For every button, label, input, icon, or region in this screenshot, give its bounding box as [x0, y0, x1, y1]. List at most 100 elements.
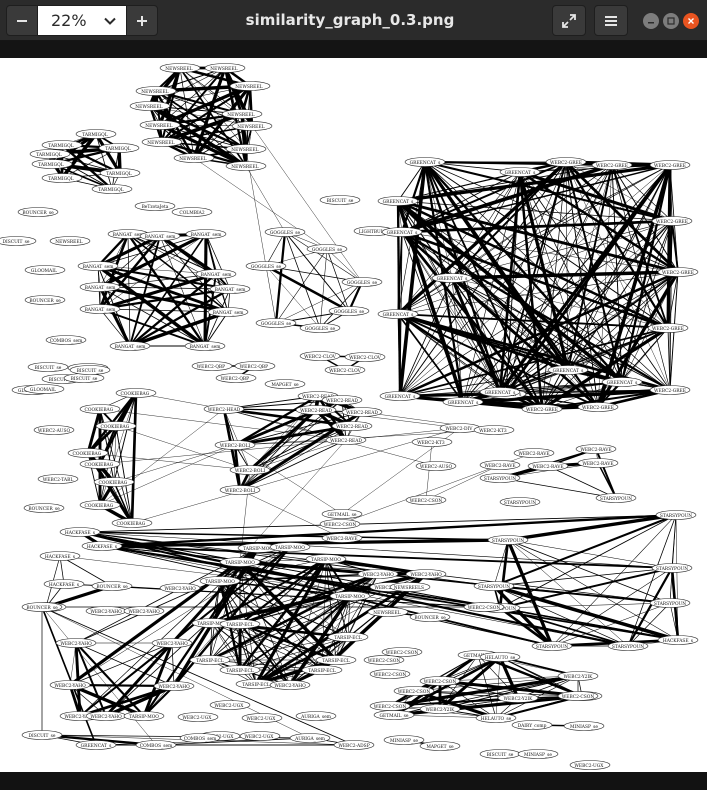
- graph-node: AURIGA_sem: [295, 711, 337, 721]
- graph-edge: [425, 441, 433, 501]
- graph-node-label: WEBC2-CSON: [424, 680, 457, 685]
- graph-edge: [493, 584, 679, 642]
- graph-node: COOKIEBAG_: [79, 459, 121, 469]
- graph-node-ellipse: [325, 435, 367, 445]
- graph-node-ellipse: [327, 632, 369, 642]
- graph-node: GOGGLES_se: [245, 261, 287, 271]
- graph-edge: [345, 427, 461, 441]
- graph-node-ellipse: [479, 652, 521, 662]
- graph-node-label: BeTzotaJeta: [142, 205, 169, 210]
- graph-node: HACKFASE_s: [43, 579, 85, 589]
- maximize-button[interactable]: [663, 13, 679, 29]
- graph-edge: [397, 200, 671, 391]
- graph-node-label: GOGGLES_se: [347, 281, 378, 286]
- graph-node: TARMIGQL_: [91, 184, 133, 194]
- graph-node-ellipse: [135, 740, 177, 750]
- graph-node-label: BISCUIT_se: [77, 369, 104, 374]
- graph-node-ellipse: [59, 527, 101, 537]
- graph-node: STARSYPOUN: [473, 581, 515, 591]
- graph-node-ellipse: [219, 665, 261, 675]
- graph-node-ellipse: [381, 227, 423, 237]
- graph-node-ellipse: [269, 680, 311, 690]
- graph-edge: [265, 231, 286, 267]
- graph-node: WEBC2-DIV_: [439, 423, 481, 433]
- graph-node-label: WEBC2-YAHO: [64, 715, 96, 720]
- graph-node: WEBC2-AUSO: [415, 461, 457, 471]
- graph-node: WEBC2-READ: [295, 405, 337, 415]
- graph-node-label: HACKFASE_s: [663, 639, 694, 644]
- graph-node-ellipse: [479, 460, 521, 470]
- graph-node-label: GREENCAT_s: [383, 313, 414, 318]
- fullscreen-button[interactable]: [552, 5, 586, 36]
- graph-node-label: WEBC2-BOLI: [235, 469, 265, 474]
- graph-node-label: NEWSREEL_: [231, 165, 261, 170]
- graph-node-ellipse: [229, 465, 271, 475]
- graph-node-ellipse: [591, 160, 633, 170]
- zoom-out-button[interactable]: [6, 5, 38, 36]
- graph-node: HACKFASE_s: [39, 551, 81, 561]
- menu-button[interactable]: [594, 5, 628, 36]
- graph-edge: [499, 389, 671, 393]
- graph-edge: [265, 265, 277, 324]
- graph-edge: [99, 273, 217, 288]
- graph-node: WEBC2-YAHO: [269, 680, 311, 690]
- graph-edge: [129, 310, 229, 348]
- graph-node-ellipse: [67, 448, 109, 458]
- graph-node-label: HACKFASE_s: [49, 583, 80, 588]
- window-title: similarity_graph_0.3.png: [245, 11, 455, 29]
- graph-node: WEBC2-KT3_: [473, 425, 515, 435]
- minimize-button[interactable]: [643, 13, 659, 29]
- graph-edge: [567, 164, 613, 371]
- close-button[interactable]: [683, 13, 699, 29]
- graph-node-label: COMBOS_sem: [50, 339, 83, 344]
- graph-edge: [495, 656, 501, 719]
- graph-edge: [399, 277, 453, 397]
- graph-node-ellipse: [189, 655, 231, 665]
- graph-node-label: STARSYPOUN: [654, 602, 686, 607]
- graph-node-label: WEBC2-YAHO: [54, 684, 86, 689]
- zoom-in-button[interactable]: [126, 5, 158, 36]
- graph-edge: [397, 200, 673, 222]
- zoom-level-dropdown[interactable]: 22%: [38, 5, 126, 36]
- graph-node-label: TARMIGQL_: [36, 153, 64, 158]
- graph-node-ellipse: [389, 582, 431, 592]
- graph-node-label: NEWSREEL_: [55, 240, 85, 245]
- graph-node-ellipse: [521, 404, 563, 414]
- graph-node-ellipse: [41, 173, 83, 183]
- graph-node: MINIASP_se: [563, 721, 605, 731]
- graph-node-label: GREENCAT_s: [448, 401, 479, 406]
- graph-node-label: WEBC2-YAHO: [158, 685, 190, 690]
- graph-node: WEBC2-CLOV: [299, 351, 341, 361]
- graph-node: WEBC2-Y2IK: [557, 671, 599, 681]
- graph-edge: [620, 164, 672, 383]
- graph-node-label: STARSYPOUN: [504, 501, 536, 506]
- graph-node: NEWSREEL_: [129, 101, 171, 111]
- graph-node: WEBC2-YAHO: [405, 569, 447, 579]
- graph-node-ellipse: [557, 691, 599, 701]
- graph-node: COOKIEBAG_: [115, 388, 157, 398]
- graph-node: WEBC2-GREE: [545, 157, 587, 167]
- graph-node: WEBC2-Y2IK: [497, 693, 539, 703]
- graph-node: WEBC2-KT3_: [411, 437, 453, 447]
- graph-edge: [69, 683, 145, 718]
- graph-edge: [499, 606, 553, 648]
- graph-node-ellipse: [299, 351, 341, 361]
- graph-node-ellipse: [91, 581, 133, 591]
- graph-node-ellipse: [499, 497, 541, 507]
- graph-edge: [275, 281, 363, 324]
- graph-edge: [451, 277, 569, 371]
- graph-node-label: WEBC2-TABL: [43, 478, 74, 483]
- graph-edge: [99, 408, 225, 506]
- graph-edge: [61, 144, 121, 174]
- graph-node-label: WEBC2-CSON: [374, 705, 407, 710]
- graph-node-ellipse: [479, 387, 521, 397]
- graph-node-label: AURIGA_sem: [300, 715, 332, 720]
- graph-edge: [669, 602, 679, 641]
- graph-edge: [396, 199, 570, 372]
- graph-node-ellipse: [134, 201, 176, 211]
- graph-edge: [155, 90, 243, 115]
- graph-node: HELAUTO_se: [479, 652, 521, 662]
- graph-node-label: WEBC2-GREE: [654, 164, 686, 169]
- graph-node-label: WEBC2-CSON: [374, 673, 407, 678]
- graph-node-ellipse: [139, 120, 181, 130]
